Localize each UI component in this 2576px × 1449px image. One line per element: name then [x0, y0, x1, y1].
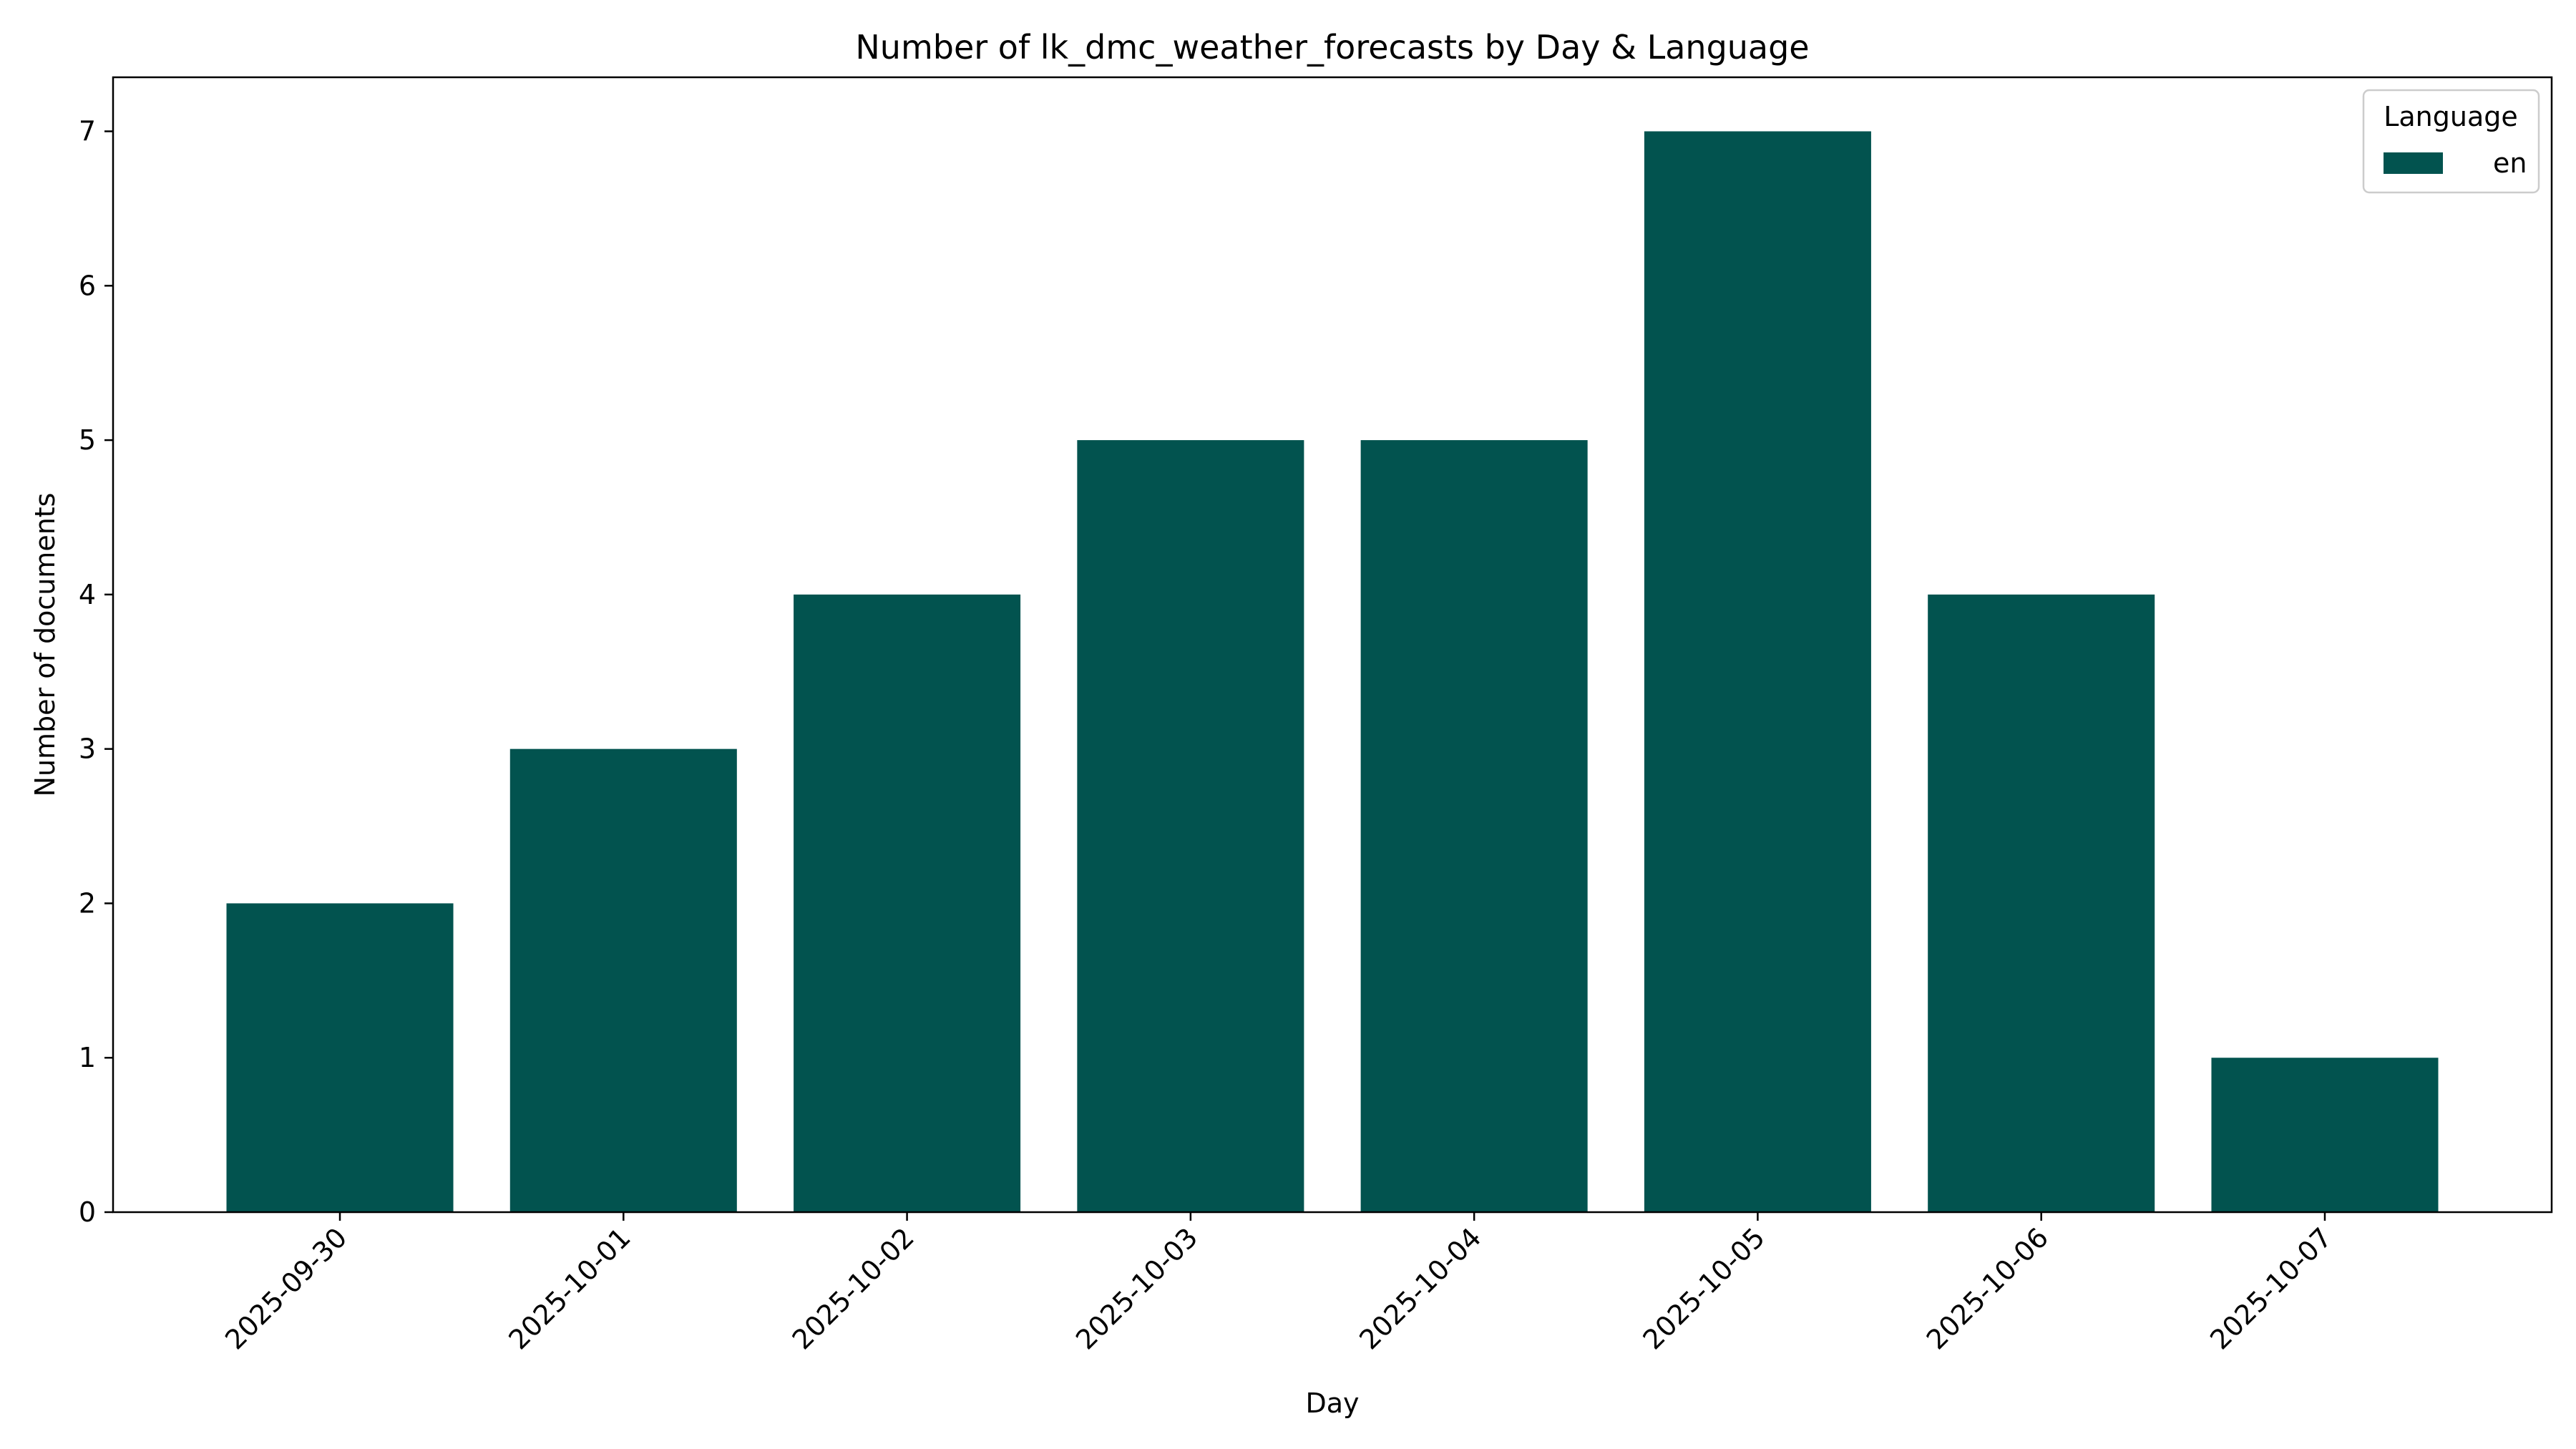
x-tick-label-2025-10-01: 2025-10-01 — [502, 1221, 636, 1355]
y-tick-label: 0 — [79, 1196, 96, 1228]
bar-2025-10-01 — [509, 748, 737, 1212]
x-axis-label: Day — [1305, 1387, 1359, 1419]
bar-2025-10-03 — [1077, 440, 1304, 1213]
bar-2025-10-07 — [2211, 1058, 2439, 1212]
y-tick-label: 5 — [79, 424, 96, 456]
x-tick-label-2025-09-30: 2025-09-30 — [219, 1221, 353, 1355]
bars-layer — [226, 131, 2439, 1213]
legend-label-en: en — [2493, 147, 2527, 179]
legend-title: Language — [2384, 101, 2518, 132]
x-tick-label-2025-10-04: 2025-10-04 — [1353, 1221, 1487, 1355]
bar-2025-10-02 — [794, 594, 1021, 1212]
plot-frame — [112, 76, 2553, 1214]
x-axis-ticks: 2025-09-30 2025-10-01 2025-10-02 2025-10-03… — [219, 1212, 2338, 1356]
x-tick-label-2025-10-06: 2025-10-06 — [1921, 1221, 2054, 1355]
legend: Language en — [2362, 89, 2540, 194]
x-tick-label-2025-10-05: 2025-10-05 — [1637, 1221, 1771, 1355]
bar-2025-09-30 — [226, 903, 454, 1212]
y-tick-label: 4 — [79, 579, 96, 610]
chart-title: Number of lk_dmc_weather_forecasts by Da… — [855, 28, 1809, 67]
y-tick-label: 7 — [79, 116, 96, 147]
x-tick-label-2025-10-07: 2025-10-07 — [2204, 1221, 2338, 1355]
y-axis-label: Number of documents — [29, 493, 61, 797]
y-tick-label: 3 — [79, 733, 96, 765]
y-tick-label: 6 — [79, 270, 96, 301]
legend-swatch-en — [2384, 152, 2443, 174]
bar-2025-10-04 — [1360, 440, 1588, 1213]
y-tick-label: 1 — [79, 1042, 96, 1073]
x-tick-label-2025-10-03: 2025-10-03 — [1070, 1221, 1204, 1355]
bar-2025-10-06 — [1928, 594, 2155, 1212]
x-tick-label-2025-10-02: 2025-10-02 — [786, 1221, 920, 1355]
bar-2025-10-05 — [1644, 131, 1871, 1212]
y-tick-label: 2 — [79, 887, 96, 919]
y-axis-ticks: 0 1 2 3 4 5 6 7 — [79, 116, 113, 1228]
